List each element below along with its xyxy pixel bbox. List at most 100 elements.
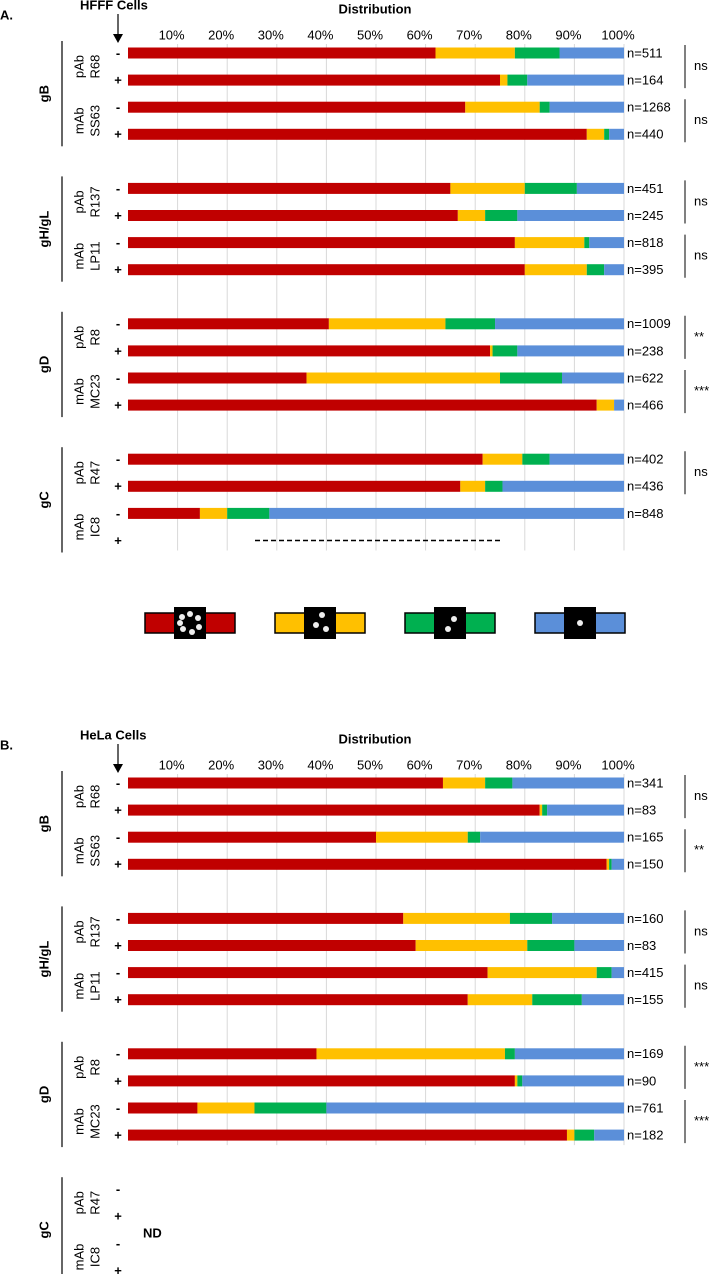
significance-label: *** [694, 1113, 709, 1128]
antibody-type: pAb [71, 55, 86, 78]
n-label: n=169 [627, 1046, 664, 1061]
bar-segment [480, 831, 624, 843]
bar-segment [517, 210, 624, 221]
n-label: n=511 [627, 45, 663, 60]
bar-segment [507, 74, 528, 86]
antibody-type: mAb [71, 1108, 86, 1135]
row-sign: - [116, 100, 120, 115]
legend-image [304, 607, 336, 639]
antibody-name: R8 [87, 329, 102, 346]
antibody-type: pAb [71, 190, 86, 213]
bar-segment [128, 912, 404, 924]
bar-segment [514, 47, 560, 59]
bar-segment [514, 1075, 518, 1087]
row-sign: - [116, 45, 120, 60]
row-sign: - [116, 1236, 120, 1251]
legend-dot [187, 611, 193, 617]
row-sign: + [114, 127, 122, 142]
bar-segment [490, 345, 493, 357]
row-sign: - [116, 316, 120, 331]
antibody-type: mAb [71, 1244, 86, 1271]
x-tick-label: 20% [208, 757, 234, 772]
n-label: n=848 [627, 506, 664, 521]
bar-segment [581, 994, 624, 1006]
bar-segment [611, 967, 624, 979]
x-tick-label: 100% [601, 757, 635, 772]
chart-title: Distribution [339, 1, 412, 16]
bar-segment [467, 994, 533, 1006]
significance-label: ** [694, 329, 704, 344]
n-label: n=436 [627, 479, 664, 494]
n-label: n=761 [627, 1100, 664, 1115]
bar-segment [227, 507, 270, 519]
group-label: gD [36, 356, 51, 373]
bar-segment [485, 480, 503, 492]
significance-label: ns [694, 58, 708, 73]
bar-segment [435, 47, 515, 59]
antibody-type: mAb [71, 107, 86, 134]
row-sign: + [114, 208, 122, 223]
antibody-name: LP11 [87, 241, 102, 270]
n-label: n=1009 [627, 316, 671, 331]
row-sign: + [114, 533, 122, 548]
bar-segment [128, 182, 451, 194]
antibody-type: mAb [71, 837, 86, 864]
x-tick-label: 40% [307, 757, 333, 772]
bar-segment [609, 858, 612, 870]
bar-segment [460, 480, 486, 492]
n-label: n=622 [627, 370, 664, 385]
n-label: n=1268 [627, 100, 671, 115]
bar-segment [562, 372, 624, 384]
significance-label: ns [694, 193, 708, 208]
n-label: n=160 [627, 911, 664, 926]
n-label: n=451 [627, 181, 664, 196]
bar-segment [485, 777, 513, 789]
row-sign: - [116, 506, 120, 521]
row-sign: - [116, 911, 120, 926]
row-sign: - [116, 1100, 120, 1115]
row-sign: - [116, 370, 120, 385]
bar-segment [128, 1129, 567, 1141]
legend-dot [177, 620, 183, 626]
x-tick-label: 70% [456, 27, 482, 42]
x-tick-label: 50% [357, 757, 383, 772]
bar-segment [465, 101, 540, 113]
bar-segment [128, 777, 443, 789]
significance-label: ns [694, 978, 708, 993]
significance-label: ns [694, 788, 708, 803]
bar-segment [128, 399, 597, 411]
bar-segment [566, 1129, 575, 1141]
arrow-head [113, 34, 123, 43]
bar-segment [128, 507, 200, 519]
antibody-name: R47 [87, 461, 102, 485]
bar-segment [328, 318, 446, 330]
significance-label: ns [694, 464, 708, 479]
cell-label: HFFF Cells [80, 0, 148, 12]
n-label: n=395 [627, 262, 664, 277]
x-tick-label: 60% [407, 27, 433, 42]
bar-segment [539, 804, 543, 816]
bar-segment [589, 237, 624, 249]
bar-segment [495, 318, 624, 330]
bar-segment [504, 1048, 515, 1060]
bar-segment [512, 777, 624, 789]
n-label: n=440 [627, 127, 664, 142]
bar-segment [269, 507, 624, 519]
bar-segment [594, 1129, 624, 1141]
antibody-name: R137 [87, 186, 102, 217]
row-sign: + [114, 1128, 122, 1143]
bar-segment [532, 994, 582, 1006]
x-tick-label: 80% [506, 27, 532, 42]
bar-segment [574, 940, 624, 951]
antibody-name: MC23 [87, 374, 102, 409]
bar-segment [522, 453, 550, 465]
bar-segment [128, 967, 488, 979]
bar-segment [514, 1048, 624, 1060]
row-sign: + [114, 803, 122, 818]
antibody-name: R137 [87, 916, 102, 947]
bar-segment [527, 74, 624, 86]
antibody-type: pAb [71, 1056, 86, 1079]
bar-segment [509, 912, 553, 924]
bar-segment [403, 912, 510, 924]
antibody-name: R47 [87, 1191, 102, 1215]
